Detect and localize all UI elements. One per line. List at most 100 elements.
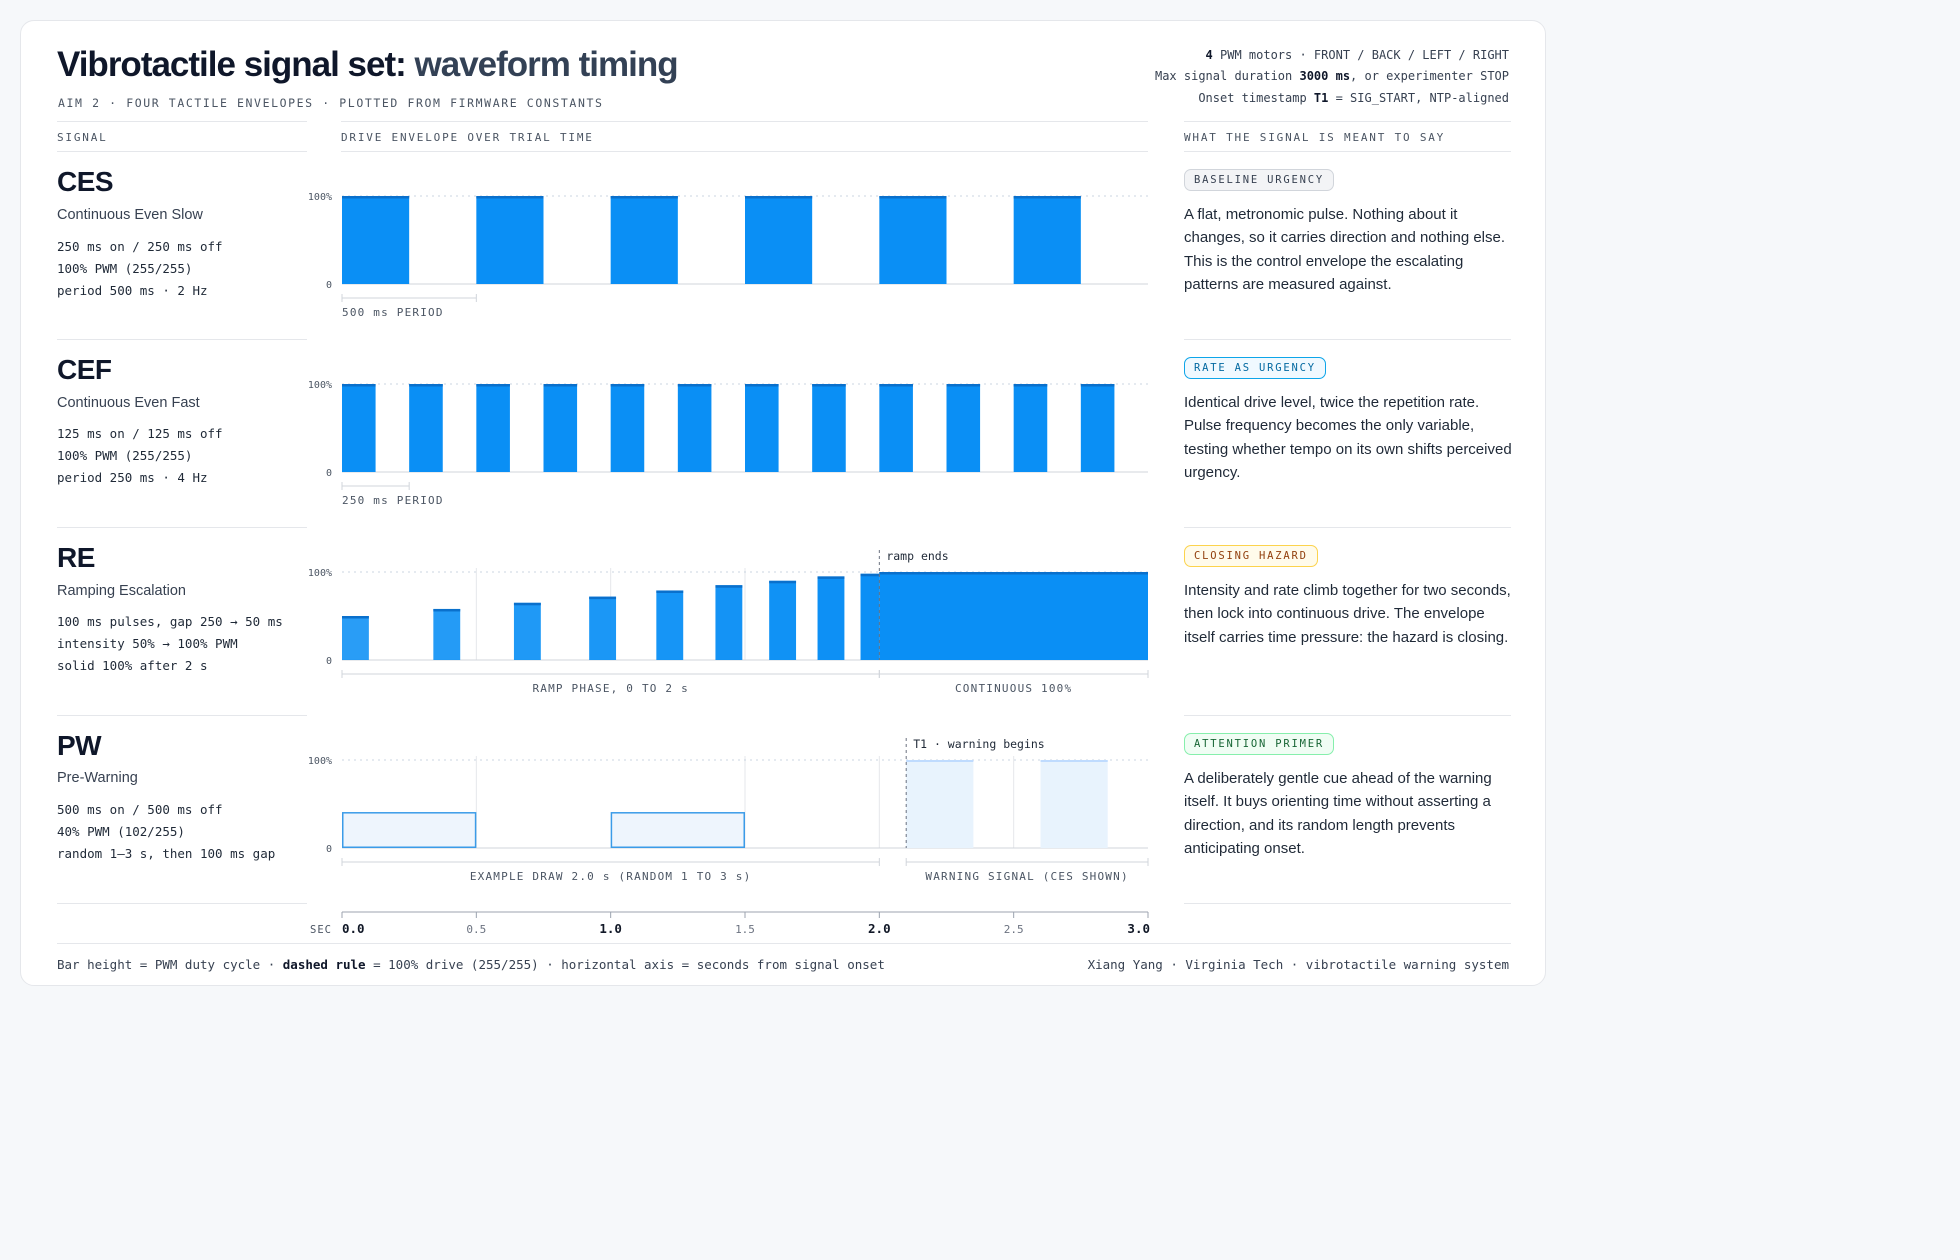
time-tick-label: 2.0: [868, 921, 891, 936]
spec-line: 125 ms on / 125 ms off: [57, 426, 223, 441]
time-tick-label: 2.5: [1004, 923, 1024, 936]
pulse-bar: [409, 384, 443, 472]
row-rule: [1184, 715, 1511, 716]
col-rule-top-signal: [57, 121, 307, 122]
pulse-cap: [610, 196, 678, 199]
spec-line: period 500 ms · 2 Hz: [57, 283, 208, 298]
pulse-cap: [409, 384, 443, 387]
description-ces: A flat, metronomic pulse. Nothing about …: [1184, 206, 1506, 293]
bracket-label: 250 ms PERIOD: [342, 494, 444, 507]
spec-line: period 250 ms · 4 Hz: [57, 470, 208, 485]
y-tick-label: 100%: [308, 756, 332, 767]
signal-name-pw: Pre-Warning: [57, 770, 138, 786]
pulse-cap: [879, 572, 1148, 575]
pulse-bar: [946, 384, 981, 472]
row-rule: [1184, 527, 1511, 528]
pulse-bar: [812, 384, 846, 472]
y-tick-label: 0: [326, 656, 332, 667]
row-rule: [57, 903, 307, 904]
marker-label: ramp ends: [886, 549, 948, 563]
col-rule-signal: [57, 151, 307, 152]
bracket-label: WARNING SIGNAL (CES SHOWN): [925, 870, 1128, 883]
pulse-cap: [879, 384, 913, 387]
pulse-bar: [1013, 196, 1081, 284]
spec-line: 100% PWM (255/255): [57, 448, 193, 463]
pulse-cap: [1013, 384, 1048, 387]
marker-label: T1 · warning begins: [913, 737, 1045, 751]
description-re: Intensity and rate climb together for tw…: [1184, 582, 1511, 646]
row-rule: [57, 339, 307, 340]
figure-card: Vibrotactile signal set: waveform timing…: [20, 20, 1546, 986]
spec-line: random 1–3 s, then 100 ms gap: [57, 846, 276, 861]
spec-line: 40% PWM (102/255): [57, 824, 185, 839]
meta-duration: Max signal duration 3000 ms, or experime…: [1154, 69, 1509, 83]
pulse-cap: [769, 580, 797, 584]
time-tick-label: 1.0: [599, 921, 622, 936]
col-head-signal: SIGNAL: [57, 131, 108, 144]
row-rule: [57, 715, 307, 716]
pulse-bar: [610, 812, 746, 848]
pulse-bar: [817, 576, 845, 660]
pulse-cap: [342, 196, 410, 199]
pulse-cap: [817, 576, 845, 579]
spec-line: 500 ms on / 500 ms off: [57, 802, 223, 817]
time-tick-label: 3.0: [1127, 921, 1150, 936]
pulse-bar: [656, 590, 684, 660]
spec-line: solid 100% after 2 s: [57, 658, 208, 673]
pulse-bar: [610, 196, 678, 284]
spec-line: 100 ms pulses, gap 250 → 50 ms: [57, 614, 283, 629]
y-tick-label: 0: [326, 844, 332, 855]
col-head-envelope: DRIVE ENVELOPE OVER TRIAL TIME: [341, 131, 594, 144]
time-axis-title: SEC: [310, 924, 332, 936]
pulse-bar: [715, 585, 743, 660]
signal-abbr-ces: CES: [57, 166, 114, 197]
pulse-bar: [879, 196, 947, 284]
pulse-cap: [715, 585, 743, 588]
pulse-bar: [342, 616, 369, 660]
page-title-accent: waveform timing: [414, 45, 679, 84]
pulse-cap: [677, 384, 712, 387]
y-tick-label: 100%: [308, 380, 332, 391]
pulse-cap: [860, 573, 880, 577]
pulse-cap: [543, 384, 578, 387]
pulse-cap: [342, 616, 369, 619]
envelope-chart: 100% 0 500 ms PERIOD 100% 0 250 ms PERIOD 100%…: [308, 192, 1150, 936]
badge-re: CLOSING HAZARD: [1184, 545, 1318, 567]
pulse-bar: [879, 384, 913, 472]
footer-legend: Bar height = PWM duty cycle · dashed rul…: [57, 957, 885, 972]
pulse-cap: [610, 384, 645, 387]
pulse-bar: [1013, 384, 1048, 472]
pulse-bar: [476, 384, 510, 472]
signal-abbr-cef: CEF: [57, 354, 112, 385]
col-rule-meaning: [1184, 151, 1511, 152]
meta-motors: 4 PWM motors · FRONT / BACK / LEFT / RIG…: [1205, 48, 1509, 62]
col-head-meaning: WHAT THE SIGNAL IS MEANT TO SAY: [1184, 131, 1446, 144]
meta-onset: Onset timestamp T1 = SIG_START, NTP-alig…: [1198, 91, 1509, 105]
badge-pw: ATTENTION PRIMER: [1184, 733, 1334, 755]
y-tick-label: 100%: [308, 568, 332, 579]
pulse-cap: [812, 384, 846, 387]
spec-line: 100% PWM (255/255): [57, 261, 193, 276]
badge-ces: BASELINE URGENCY: [1184, 169, 1334, 191]
bracket-label: RAMP PHASE, 0 TO 2 s: [532, 682, 688, 695]
pulse-cap: [342, 384, 376, 387]
description-pw: A deliberately gentle cue ahead of the w…: [1184, 770, 1492, 857]
pulse-bar: [476, 196, 544, 284]
pulse-bar: [906, 760, 974, 848]
bracket-label: 500 ms PERIOD: [342, 306, 444, 319]
pulse-cap: [476, 384, 510, 387]
y-tick-label: 0: [326, 468, 332, 479]
pulse-cap: [513, 602, 541, 606]
signal-name-ces: Continuous Even Slow: [57, 207, 203, 223]
pulse-bar: [1040, 760, 1108, 848]
row-rule: [57, 527, 307, 528]
page-title: Vibrotactile signal set: waveform timing: [57, 45, 679, 84]
page-subtitle: AIM 2 · FOUR TACTILE ENVELOPES · PLOTTED…: [58, 96, 604, 110]
pulse-cap: [589, 596, 617, 600]
signal-spec-pw: 500 ms on / 500 ms off 40% PWM (102/255)…: [57, 799, 275, 865]
row-rule: [1184, 903, 1511, 904]
pulse-bar: [1080, 384, 1115, 472]
time-tick-label: 1.5: [735, 923, 755, 936]
pulse-cap: [433, 608, 461, 612]
signal-spec-ces: 250 ms on / 250 ms off 100% PWM (255/255…: [57, 236, 223, 302]
